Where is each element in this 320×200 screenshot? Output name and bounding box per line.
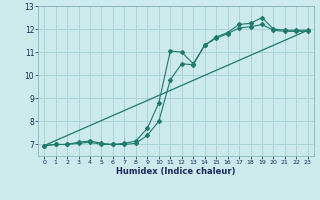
- X-axis label: Humidex (Indice chaleur): Humidex (Indice chaleur): [116, 167, 236, 176]
